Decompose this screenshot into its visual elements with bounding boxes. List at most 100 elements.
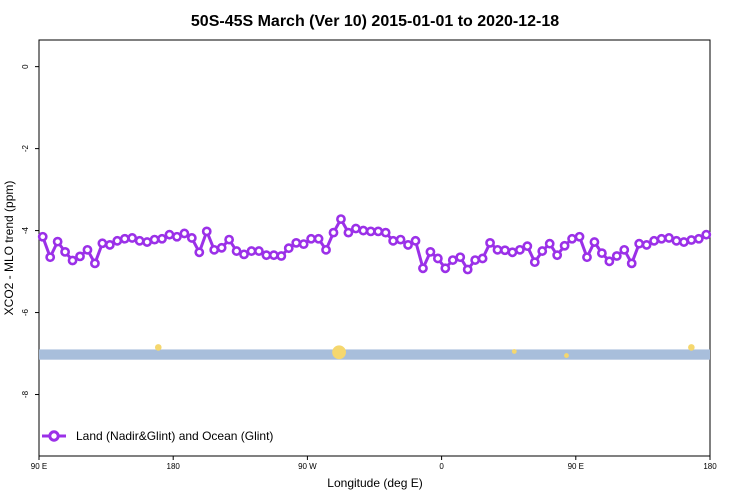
- data-point: [276, 251, 287, 261]
- series-layer: [37, 214, 712, 275]
- data-point: [477, 253, 488, 264]
- data-point: [567, 233, 577, 244]
- data-point: [611, 251, 622, 261]
- x-tick-label: 90 E: [31, 462, 47, 471]
- data-point: [350, 223, 361, 234]
- data-point: [544, 238, 555, 249]
- data-point: [186, 233, 197, 243]
- data-point: [596, 248, 607, 259]
- yellow-marker-4: [688, 344, 695, 351]
- data-point: [641, 240, 652, 250]
- data-point: [306, 233, 317, 244]
- yellow-marker-0: [154, 344, 162, 351]
- data-point: [686, 235, 697, 245]
- data-point: [268, 250, 279, 261]
- x-tick-label: 180: [703, 462, 717, 471]
- data-point: [626, 258, 637, 269]
- yellow-marker-2: [511, 349, 517, 354]
- data-point: [537, 246, 548, 256]
- data-point: [127, 233, 138, 243]
- data-point: [179, 228, 190, 239]
- y-axis-label: XCO2 - MLO trend (ppm): [2, 181, 16, 316]
- data-point: [462, 264, 473, 275]
- data-point: [432, 253, 443, 264]
- yellow-marker-3: [564, 353, 569, 358]
- data-point: [291, 237, 302, 248]
- legend-label: Land (Nadir&Glint) and Ocean (Glint): [76, 429, 273, 443]
- data-point: [201, 226, 212, 237]
- data-point: [216, 242, 227, 253]
- data-point: [425, 246, 436, 257]
- x-tick-label: 0: [439, 462, 444, 471]
- data-point: [701, 229, 712, 240]
- data-point: [500, 245, 510, 256]
- data-point: [172, 231, 182, 242]
- data-point: [261, 250, 272, 261]
- data-point: [142, 237, 153, 247]
- data-point: [447, 255, 458, 265]
- data-point: [246, 246, 257, 256]
- data-point: [634, 238, 645, 249]
- y-tick-label: -4: [21, 226, 30, 234]
- data-point: [373, 226, 384, 237]
- data-point: [514, 244, 525, 255]
- x-axis-label: Longitude (deg E): [327, 476, 422, 490]
- legend: Land (Nadir&Glint) and Ocean (Glint): [42, 429, 273, 443]
- data-point: [321, 244, 331, 255]
- data-point: [254, 246, 264, 256]
- data-point: [134, 235, 145, 246]
- data-point: [693, 233, 704, 244]
- data-point: [119, 233, 130, 244]
- plot-frame: [38, 39, 711, 457]
- data-point: [440, 263, 451, 274]
- x-tick-label: 90 W: [298, 462, 317, 471]
- x-tick-label: 90 E: [568, 462, 584, 471]
- data-point: [410, 235, 421, 246]
- data-point: [82, 244, 93, 255]
- data-point: [328, 227, 339, 238]
- data-point: [552, 250, 563, 261]
- data-point: [313, 233, 324, 244]
- data-point: [343, 227, 354, 238]
- data-point: [45, 252, 56, 263]
- data-point: [656, 233, 667, 244]
- data-point: [529, 257, 540, 268]
- chart-title: 50S-45S March (Ver 10) 2015-01-01 to 202…: [191, 13, 559, 30]
- data-point: [589, 237, 600, 247]
- data-point: [664, 233, 674, 243]
- yellow-markers: [154, 344, 695, 360]
- data-point: [60, 246, 70, 257]
- data-point: [97, 238, 108, 249]
- data-point: [157, 233, 167, 244]
- data-point: [403, 240, 413, 250]
- data-point: [671, 235, 682, 246]
- data-point: [388, 235, 399, 246]
- data-point: [37, 231, 48, 242]
- plot-area: [38, 39, 711, 457]
- y-tick-label: 0: [21, 64, 30, 69]
- data-point: [507, 247, 518, 258]
- data-point: [239, 249, 249, 260]
- data-point: [395, 234, 406, 245]
- data-point: [104, 240, 115, 250]
- data-point: [231, 246, 242, 256]
- yellow-marker-1: [332, 345, 346, 360]
- data-point: [574, 231, 585, 242]
- data-point: [112, 235, 123, 246]
- data-point: [283, 243, 294, 254]
- data-point: [358, 225, 369, 236]
- data-point: [209, 244, 220, 255]
- y-tick-label: -8: [21, 390, 30, 398]
- data-point: [485, 237, 495, 248]
- legend-marker: [48, 430, 60, 442]
- data-point: [559, 240, 570, 251]
- x-tick-label: 180: [167, 462, 181, 471]
- data-point: [298, 239, 309, 250]
- data-point: [149, 234, 160, 245]
- band-layer: [39, 349, 710, 360]
- y-axis: 0 -2 -4 -6 -8: [21, 64, 39, 398]
- data-point: [470, 255, 481, 265]
- x-axis: 90 E 180 90 W 0 90 E 180: [31, 456, 717, 471]
- data-point: [418, 263, 428, 274]
